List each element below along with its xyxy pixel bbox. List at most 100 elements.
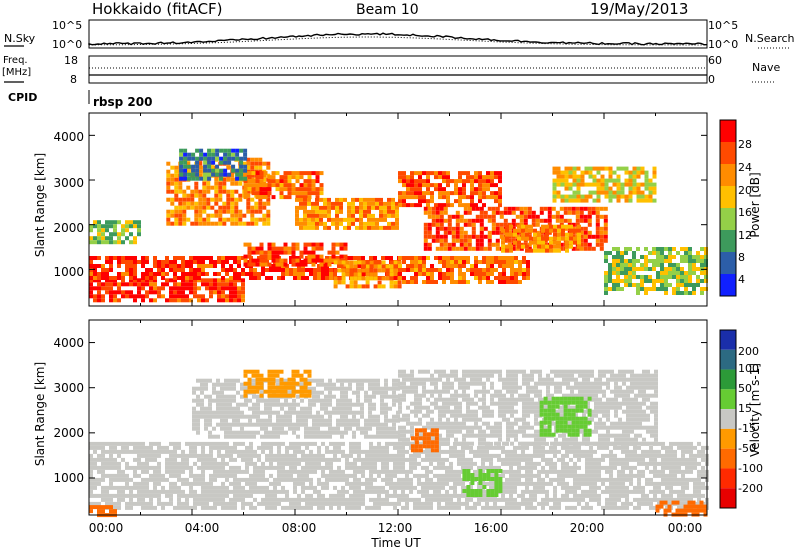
power-cell: [173, 268, 177, 272]
power-cell: [367, 209, 371, 214]
velocity-cell: [685, 461, 689, 466]
power-cell: [218, 181, 223, 186]
power-cell: [572, 198, 577, 203]
velocity-cell: [208, 398, 212, 403]
power-cell: [446, 272, 450, 276]
velocity-cell: [281, 441, 285, 446]
power-cell: [174, 193, 179, 198]
velocity-cell: [297, 481, 301, 486]
power-cell: [523, 218, 528, 223]
velocity-cell: [321, 485, 325, 490]
velocity-cell: [185, 465, 189, 470]
power-cell: [438, 191, 442, 196]
velocity-cell: [137, 461, 141, 466]
power-cell: [191, 168, 196, 173]
velocity-cell: [653, 481, 657, 486]
velocity-cell: [589, 481, 593, 486]
power-cell: [105, 272, 109, 276]
power-cell: [233, 276, 237, 280]
power-cell: [229, 282, 233, 287]
velocity-cell: [397, 481, 401, 486]
velocity-cell: [357, 441, 361, 446]
power-cell: [599, 234, 604, 239]
velocity-cell: [337, 473, 341, 478]
power-cell: [463, 234, 468, 239]
velocity-cell: [617, 489, 621, 494]
velocity-cell: [481, 505, 485, 510]
velocity-cell: [177, 473, 181, 478]
velocity-cell: [313, 457, 317, 462]
power-cell: [233, 286, 237, 291]
power-cell: [170, 189, 175, 194]
power-cell: [402, 268, 406, 272]
power-cell: [704, 247, 708, 251]
power-cell: [529, 236, 533, 241]
power-cell: [486, 179, 490, 184]
power-cell: [568, 186, 573, 191]
power-cell: [271, 250, 276, 255]
power-cell: [331, 250, 336, 255]
velocity-cell: [561, 493, 565, 498]
velocity-cell: [293, 469, 297, 474]
power-cell: [442, 187, 446, 192]
velocity-cell: [237, 453, 241, 458]
power-cell: [463, 230, 468, 235]
power-cell: [259, 191, 264, 196]
power-cell: [331, 201, 335, 206]
power-cell: [704, 263, 708, 267]
power-cell: [225, 268, 229, 272]
velocity-cell: [641, 441, 645, 446]
power-cell: [226, 177, 231, 182]
velocity-cell: [673, 461, 677, 466]
power-cell: [251, 183, 256, 188]
velocity-cell: [212, 382, 216, 387]
velocity-cell: [369, 449, 373, 454]
power-cell: [454, 191, 458, 196]
power-cell: [237, 256, 241, 260]
power-cell: [194, 221, 199, 226]
power-cell: [527, 230, 532, 235]
velocity-cell: [300, 382, 304, 387]
power-cell: [295, 197, 299, 202]
power-cell: [246, 221, 251, 226]
velocity-cell: [297, 493, 301, 498]
velocity-cell: [389, 457, 393, 462]
power-cell: [608, 263, 612, 267]
velocity-cell: [165, 501, 169, 506]
velocity-cell: [701, 469, 705, 474]
power-cell: [447, 242, 452, 247]
power-cell: [511, 222, 516, 227]
power-cell: [458, 203, 462, 208]
power-cell: [121, 260, 125, 264]
velocity-cell: [441, 449, 445, 454]
velocity-cell: [409, 477, 413, 482]
power-cell: [206, 201, 211, 206]
power-cell: [305, 268, 309, 272]
power-cell: [458, 187, 462, 192]
velocity-cell: [269, 493, 273, 498]
velocity-cell: [197, 453, 201, 458]
power-cell: [672, 267, 676, 271]
power-cell: [233, 272, 237, 276]
velocity-cell: [681, 501, 685, 506]
power-cell: [545, 244, 549, 249]
velocity-cell: [493, 445, 497, 450]
power-cell: [616, 255, 620, 259]
power-cell: [113, 224, 117, 229]
power-cell: [186, 193, 191, 198]
velocity-cell: [381, 485, 385, 490]
power-cell: [406, 280, 410, 284]
power-cell: [565, 236, 569, 241]
velocity-cell: [633, 449, 637, 454]
power-cell: [327, 201, 331, 206]
velocity-cell: [473, 505, 477, 510]
power-cell: [229, 290, 233, 295]
power-cell: [636, 190, 641, 195]
power-cell: [351, 205, 355, 210]
power-cell: [241, 298, 245, 303]
power-cell: [537, 236, 541, 241]
power-cell: [471, 246, 476, 251]
power-cell: [333, 276, 338, 281]
power-cell: [349, 280, 354, 285]
velocity-cell: [240, 386, 244, 391]
